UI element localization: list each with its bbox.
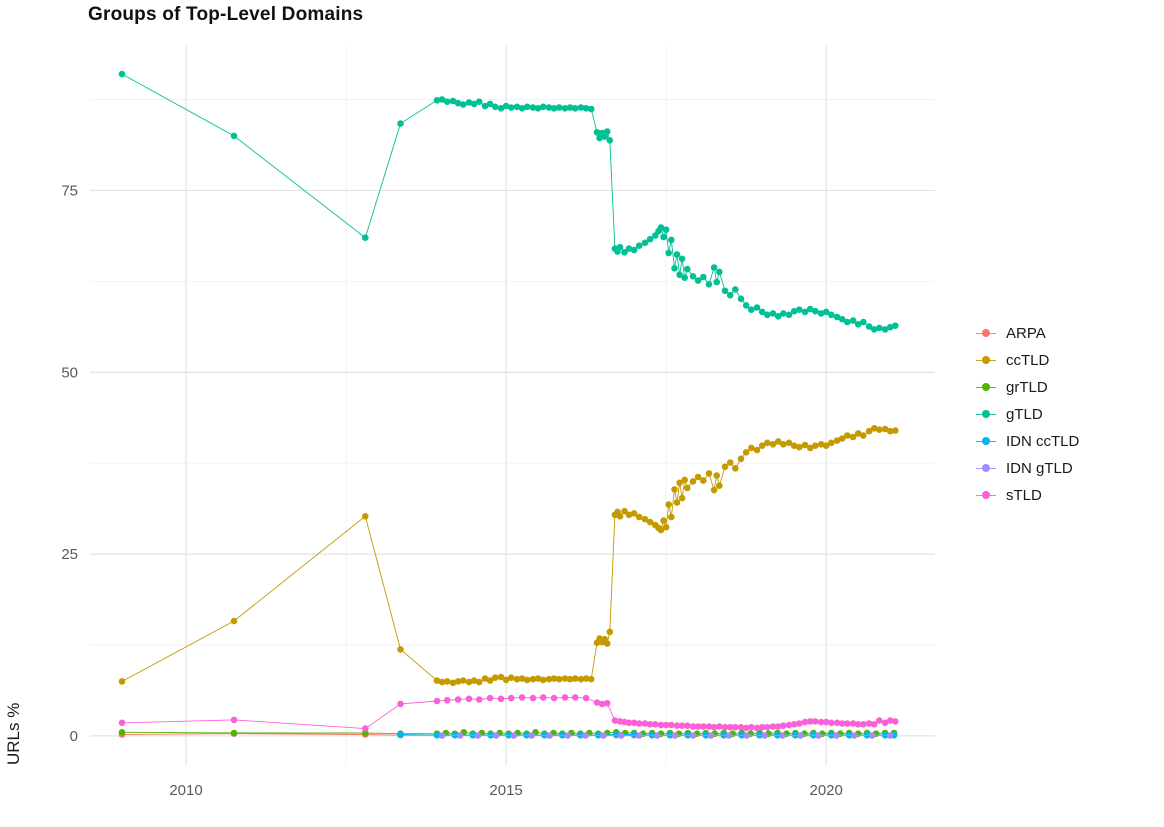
legend-label: grTLD xyxy=(1006,378,1048,396)
legend-label: gTLD xyxy=(1006,405,1043,423)
legend-key-dot xyxy=(982,464,990,472)
y-tick-label: 0 xyxy=(70,728,78,745)
legend-key-dot xyxy=(982,329,990,337)
chart-title: Groups of Top-Level Domains xyxy=(88,4,364,25)
legend-key-dot xyxy=(982,491,990,499)
series-points-stld xyxy=(118,694,899,732)
legend-key-dot xyxy=(982,410,990,418)
y-tick-label: 25 xyxy=(61,546,78,563)
legend-label: IDN gTLD xyxy=(1006,459,1073,477)
legend-key-icon xyxy=(975,405,997,423)
legend-item-stld: sTLD xyxy=(975,486,1079,504)
y-tick-label: 50 xyxy=(61,364,78,381)
legend-label: IDN ccTLD xyxy=(1006,432,1080,450)
legend-label: sTLD xyxy=(1006,486,1042,504)
legend-item-idn-gtld: IDN gTLD xyxy=(975,459,1079,477)
legend-item-arpa: ARPA xyxy=(975,324,1079,342)
x-tick-label: 2015 xyxy=(489,782,522,799)
legend-key-dot xyxy=(982,437,990,445)
x-tick-label: 2020 xyxy=(809,782,842,799)
series-line-gtld xyxy=(121,73,896,330)
y-tick-label: 75 xyxy=(61,182,78,199)
legend-label: ccTLD xyxy=(1006,351,1050,369)
legend-item-idn-cctld: IDN ccTLD xyxy=(975,432,1079,450)
series-points-gtld xyxy=(118,70,899,333)
legend-item-grtld: grTLD xyxy=(975,378,1079,396)
legend-key-icon xyxy=(975,324,997,342)
series-points-cctld xyxy=(118,425,899,687)
legend-item-gtld: gTLD xyxy=(975,405,1079,423)
legend-key-dot xyxy=(982,356,990,364)
legend-item-cctld: ccTLD xyxy=(975,351,1079,369)
legend-label: ARPA xyxy=(1006,324,1046,342)
x-tick-label: 2010 xyxy=(169,782,202,799)
series-points-idn-gtld xyxy=(438,732,894,739)
legend-key-dot xyxy=(982,383,990,391)
legend-key-icon xyxy=(975,459,997,477)
legend: ARPA ccTLD grTLD gTLD IDN ccTLD IDN gTLD sTLD xyxy=(975,324,1079,504)
legend-key-icon xyxy=(975,351,997,369)
legend-key-icon xyxy=(975,378,997,396)
legend-key-icon xyxy=(975,486,997,504)
legend-key-icon xyxy=(975,432,997,450)
